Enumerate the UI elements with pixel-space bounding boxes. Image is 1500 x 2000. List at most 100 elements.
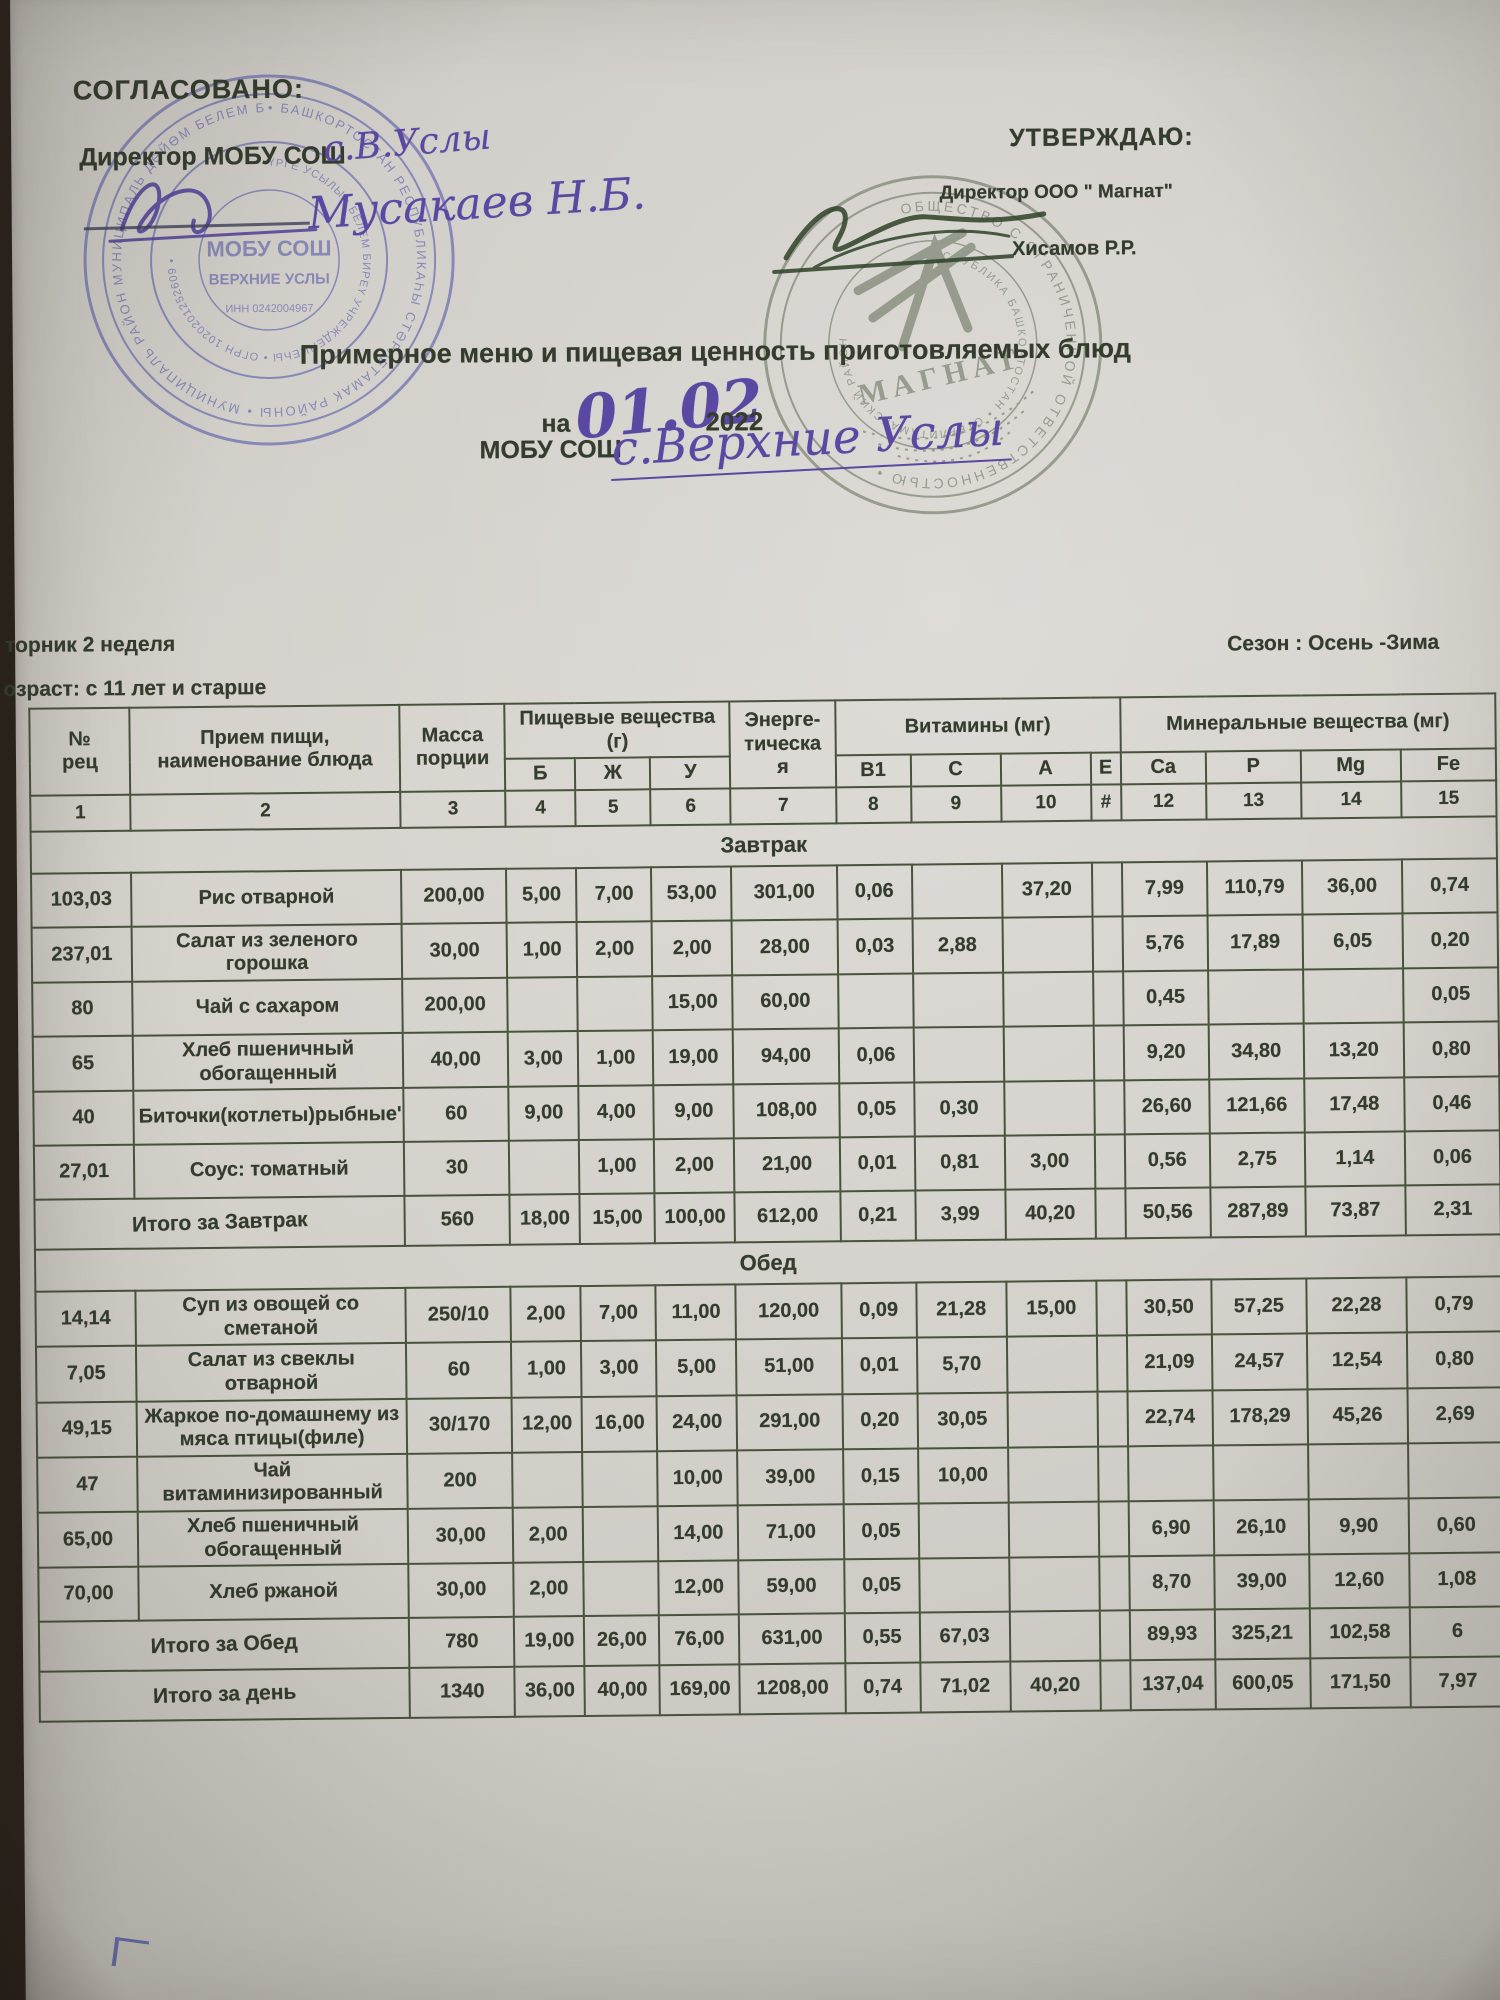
dish-a — [1006, 1335, 1098, 1393]
dish-energy: 71,00 — [738, 1504, 844, 1561]
dish-u: 5,00 — [656, 1339, 737, 1396]
group-header-vitamins: Витамины (мг) — [834, 697, 1121, 756]
dish-ca: 7,99 — [1121, 861, 1208, 917]
dish-num: 14,14 — [35, 1290, 137, 1348]
dish-u: 2,00 — [654, 1138, 735, 1194]
total-fe: 6 — [1409, 1606, 1500, 1658]
dish-num: 7,05 — [35, 1346, 137, 1403]
dish-p: 110,79 — [1206, 860, 1303, 916]
dish-e — [1098, 1501, 1129, 1557]
dish-c — [911, 863, 1003, 919]
dish-mass: 200,00 — [402, 977, 508, 1033]
dish-energy: 120,00 — [735, 1283, 842, 1340]
dish-a — [1003, 1080, 1095, 1136]
column-number: 8 — [835, 786, 912, 824]
dish-b: 2,00 — [512, 1506, 584, 1563]
dish-mass: 40,00 — [402, 1031, 509, 1089]
dish-energy: 108,00 — [733, 1083, 840, 1139]
approve-name: Хисамов Р.Р. — [1011, 237, 1137, 261]
total-p: 600,05 — [1215, 1658, 1311, 1710]
dish-e — [1092, 916, 1123, 972]
column-number: 15 — [1400, 780, 1497, 818]
dish-a — [1008, 1501, 1099, 1558]
col-header-dish: Прием пищи, наименование блюда — [129, 704, 401, 795]
dish-a — [1007, 1391, 1098, 1448]
dish-name: Хлеб пшеничный обогащенный — [132, 1032, 404, 1091]
total-ca: 89,93 — [1129, 1609, 1216, 1661]
dish-ca: 5,76 — [1122, 915, 1208, 972]
dish-mass: 30 — [404, 1140, 510, 1197]
dish-b1: 0,06 — [838, 1027, 914, 1084]
column-number: # — [1090, 784, 1122, 821]
dish-zh — [583, 1561, 660, 1617]
total-ca: 137,04 — [1130, 1659, 1216, 1711]
total-b: 36,00 — [514, 1666, 586, 1717]
dish-fe: 0,20 — [1402, 912, 1499, 969]
dish-p: 17,89 — [1207, 914, 1303, 971]
dish-zh: 2,00 — [576, 921, 653, 978]
dish-p: 39,00 — [1213, 1554, 1310, 1610]
dish-fe: 0,06 — [1404, 1130, 1500, 1186]
dish-num: 40 — [33, 1090, 134, 1146]
dish-mg: 36,00 — [1301, 859, 1403, 915]
dish-b1: 0,05 — [843, 1503, 919, 1560]
dish-e — [1092, 971, 1124, 1026]
dish-e — [1095, 1280, 1127, 1336]
dish-name: Суп из овощей со сметаной — [135, 1288, 407, 1347]
dish-b1: 0,09 — [840, 1282, 917, 1339]
dish-zh — [583, 1506, 659, 1563]
stamp-center-line2: ВЕРХНИЕ УСЛЫ — [209, 270, 330, 288]
pen-mark — [111, 1937, 150, 1971]
dish-u: 14,00 — [658, 1505, 739, 1562]
dish-mass: 30,00 — [407, 1507, 514, 1564]
dish-a — [1002, 916, 1093, 973]
dish-b — [507, 977, 579, 1032]
dish-fe — [1407, 1442, 1500, 1499]
dish-ca: 22,74 — [1127, 1389, 1213, 1447]
school-label: МОБУ СОШ — [479, 435, 622, 465]
col-header-protein: Б — [505, 758, 576, 791]
signature-line — [83, 221, 310, 231]
dish-u: 11,00 — [655, 1284, 737, 1341]
dish-num: 65 — [32, 1035, 134, 1092]
approve-label: УТВЕРЖДАЮ: — [1009, 122, 1194, 153]
dish-mass: 30/170 — [406, 1397, 513, 1454]
stamp-center-line1: МОБУ СОШ — [206, 235, 331, 261]
col-header-fe: Fe — [1400, 748, 1497, 782]
dish-ca: 26,60 — [1123, 1079, 1210, 1135]
dish-ca: 30,50 — [1126, 1279, 1212, 1336]
col-header-mg: Mg — [1300, 749, 1401, 783]
dish-mass: 30,00 — [408, 1562, 515, 1618]
total-e — [1095, 1188, 1126, 1239]
dish-mass: 60 — [406, 1342, 512, 1399]
dish-fe: 1,08 — [1409, 1552, 1500, 1608]
total-mg: 171,50 — [1310, 1657, 1411, 1709]
dish-b1: 0,05 — [843, 1558, 920, 1614]
dish-fe: 0,05 — [1402, 967, 1499, 1023]
dish-b1: 0,01 — [841, 1337, 918, 1394]
dish-u: 24,00 — [656, 1394, 738, 1451]
school-round-stamp: • БАШКОРТОСТАН РЕСПУБЛИКАҺЫ СТӘРЛЕТАМАК … — [73, 58, 455, 446]
dish-name: Салат из зеленого горошка — [131, 923, 403, 982]
dish-name: Чай витаминизированный — [137, 1453, 408, 1512]
total-zh: 15,00 — [579, 1193, 656, 1245]
dish-ca — [1127, 1445, 1214, 1502]
dish-p: 26,10 — [1213, 1499, 1310, 1556]
col-header-p: P — [1205, 750, 1301, 784]
total-u: 100,00 — [654, 1192, 736, 1244]
dish-name: Хлеб пшеничный обогащенный — [137, 1508, 409, 1567]
col-header-b1: В1 — [835, 754, 911, 788]
total-fe: 7,97 — [1410, 1656, 1500, 1708]
dish-name: Чай с сахаром — [132, 978, 403, 1036]
dish-name: Жаркое по-домашнему из мяса птицы(филе) — [136, 1398, 408, 1457]
dish-b: 5,00 — [506, 867, 577, 923]
dish-p: 24,57 — [1211, 1333, 1308, 1390]
agreed-label: СОГЛАСОВАНО: — [72, 73, 305, 106]
dish-mass: 200 — [407, 1452, 513, 1509]
dish-fe: 0,80 — [1406, 1331, 1500, 1388]
column-number: 14 — [1300, 781, 1402, 819]
dish-mass: 200,00 — [401, 868, 507, 924]
dish-mg: 9,90 — [1308, 1498, 1410, 1555]
agreed-handwritten-name: Мусакаев Н.Б. — [306, 168, 648, 240]
dish-c — [912, 972, 1004, 1028]
